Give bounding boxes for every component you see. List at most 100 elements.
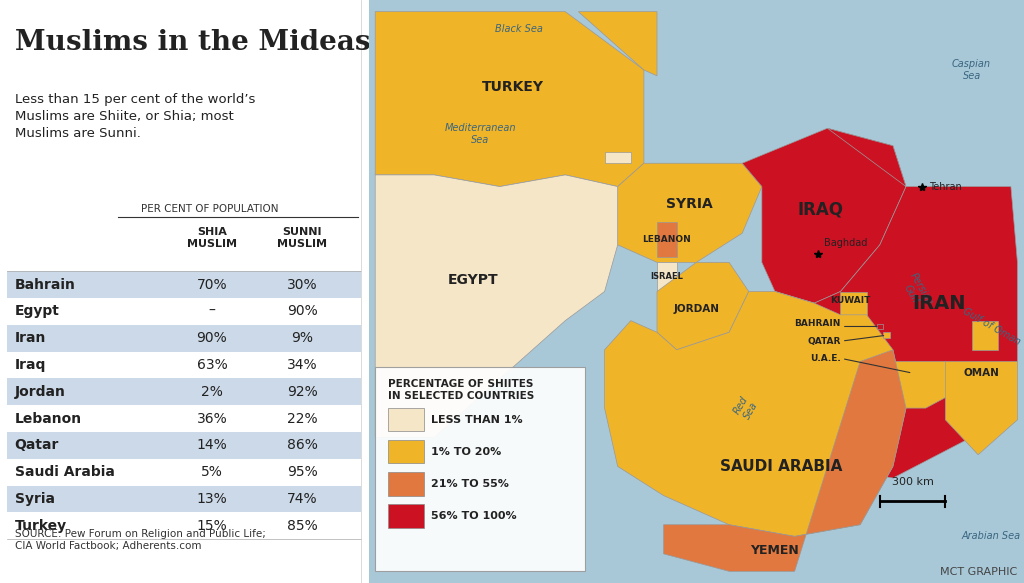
Text: Baghdad: Baghdad <box>824 238 867 248</box>
Text: 70%: 70% <box>197 278 227 292</box>
Text: QATAR: QATAR <box>807 336 841 346</box>
Text: Persian
Gulf: Persian Gulf <box>898 271 934 312</box>
Text: Lebanon: Lebanon <box>14 412 82 426</box>
FancyBboxPatch shape <box>7 486 361 512</box>
Text: MCT GRAPHIC: MCT GRAPHIC <box>940 567 1018 577</box>
Text: IRAN: IRAN <box>912 294 966 312</box>
Polygon shape <box>742 128 906 303</box>
Text: SHIA
MUSLIM: SHIA MUSLIM <box>187 227 237 249</box>
Text: Saudi Arabia: Saudi Arabia <box>14 465 115 479</box>
Text: 22%: 22% <box>287 412 317 426</box>
FancyBboxPatch shape <box>7 378 361 405</box>
Text: Iraq: Iraq <box>14 358 46 372</box>
Polygon shape <box>604 292 906 536</box>
Text: 63%: 63% <box>197 358 227 372</box>
Text: 13%: 13% <box>197 492 227 506</box>
Text: BAHRAIN: BAHRAIN <box>795 319 841 328</box>
Text: OMAN: OMAN <box>964 368 999 378</box>
Text: Black Sea: Black Sea <box>496 24 544 34</box>
Bar <box>388 440 424 463</box>
Text: EGYPT: EGYPT <box>449 273 499 287</box>
FancyBboxPatch shape <box>7 459 361 486</box>
Text: PERCENTAGE OF SHIITES
IN SELECTED COUNTRIES: PERCENTAGE OF SHIITES IN SELECTED COUNTR… <box>388 379 535 401</box>
Text: Red
Sea: Red Sea <box>731 395 760 422</box>
FancyBboxPatch shape <box>7 298 361 325</box>
Text: 90%: 90% <box>287 304 317 318</box>
Polygon shape <box>604 152 631 163</box>
Bar <box>388 472 424 496</box>
Text: 36%: 36% <box>197 412 227 426</box>
FancyBboxPatch shape <box>7 271 361 298</box>
Polygon shape <box>972 321 997 350</box>
Polygon shape <box>877 324 883 329</box>
Polygon shape <box>657 262 749 350</box>
Text: Arabian Sea: Arabian Sea <box>962 531 1021 542</box>
Text: Less than 15 per cent of the world’s
Muslims are Shiite, or Shia; most
Muslims a: Less than 15 per cent of the world’s Mus… <box>14 93 255 141</box>
Text: JORDAN: JORDAN <box>674 304 719 314</box>
Text: 92%: 92% <box>287 385 317 399</box>
Text: 95%: 95% <box>287 465 317 479</box>
Text: Qatar: Qatar <box>14 438 59 452</box>
Text: Tehran: Tehran <box>929 181 962 192</box>
FancyBboxPatch shape <box>7 352 361 378</box>
FancyBboxPatch shape <box>7 432 361 459</box>
Text: 30%: 30% <box>287 278 317 292</box>
Text: Gulf of Oman: Gulf of Oman <box>961 306 1022 347</box>
Polygon shape <box>664 350 906 571</box>
Text: Iran: Iran <box>14 331 46 345</box>
Text: 86%: 86% <box>287 438 317 452</box>
Bar <box>388 504 424 528</box>
Text: Bahrain: Bahrain <box>14 278 76 292</box>
Text: Egypt: Egypt <box>14 304 59 318</box>
Text: IRAQ: IRAQ <box>798 201 844 219</box>
Polygon shape <box>945 361 1018 455</box>
Text: LEBANON: LEBANON <box>642 234 691 244</box>
Text: YEMEN: YEMEN <box>751 545 800 557</box>
Text: Muslims in the Mideast: Muslims in the Mideast <box>14 29 383 56</box>
Text: 90%: 90% <box>197 331 227 345</box>
Text: LESS THAN 1%: LESS THAN 1% <box>431 415 522 425</box>
Text: 300 km: 300 km <box>892 477 934 487</box>
Polygon shape <box>617 163 762 262</box>
Bar <box>388 408 424 431</box>
Polygon shape <box>762 128 1018 478</box>
FancyBboxPatch shape <box>375 367 585 571</box>
Polygon shape <box>657 262 677 292</box>
Text: 34%: 34% <box>287 358 317 372</box>
Text: 9%: 9% <box>291 331 313 345</box>
Text: SOURCE: Pew Forum on Religion and Public Life;
CIA World Factbook; Adherents.com: SOURCE: Pew Forum on Religion and Public… <box>14 529 265 551</box>
FancyBboxPatch shape <box>7 405 361 432</box>
Text: 74%: 74% <box>287 492 317 506</box>
Polygon shape <box>375 12 644 187</box>
Text: 15%: 15% <box>197 519 227 533</box>
Text: 5%: 5% <box>201 465 223 479</box>
Polygon shape <box>657 222 677 257</box>
Text: 21% TO 55%: 21% TO 55% <box>431 479 509 489</box>
Text: TURKEY: TURKEY <box>482 80 544 94</box>
Text: KUWAIT: KUWAIT <box>830 296 870 305</box>
Text: 56% TO 100%: 56% TO 100% <box>431 511 516 521</box>
Text: 85%: 85% <box>287 519 317 533</box>
Text: Caspian
Sea: Caspian Sea <box>952 59 991 81</box>
FancyBboxPatch shape <box>7 512 361 539</box>
Text: SUNNI
MUSLIM: SUNNI MUSLIM <box>278 227 328 249</box>
Text: U.A.E.: U.A.E. <box>810 354 841 363</box>
Text: 2%: 2% <box>201 385 223 399</box>
Text: Jordan: Jordan <box>14 385 66 399</box>
Polygon shape <box>375 175 617 437</box>
Polygon shape <box>579 12 657 76</box>
Text: SAUDI ARABIA: SAUDI ARABIA <box>720 459 843 474</box>
Text: PER CENT OF POPULATION: PER CENT OF POPULATION <box>141 204 279 214</box>
Polygon shape <box>883 332 890 338</box>
Text: Mediterranean
Sea: Mediterranean Sea <box>444 123 516 145</box>
Polygon shape <box>893 361 958 408</box>
Text: Turkey: Turkey <box>14 519 67 533</box>
Text: SYRIA: SYRIA <box>667 197 713 211</box>
Text: 1% TO 20%: 1% TO 20% <box>431 447 501 457</box>
Text: 14%: 14% <box>197 438 227 452</box>
Polygon shape <box>841 292 866 315</box>
Text: –: – <box>209 304 215 318</box>
Text: Syria: Syria <box>14 492 54 506</box>
Text: ISRAEL: ISRAEL <box>650 272 683 282</box>
FancyBboxPatch shape <box>7 325 361 352</box>
